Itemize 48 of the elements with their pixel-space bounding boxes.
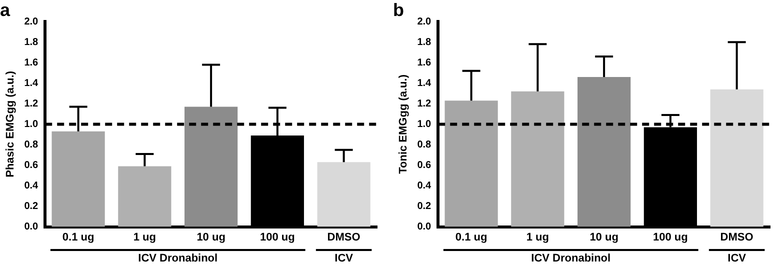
bar [511, 91, 564, 227]
y-tick-label: 1.0 [417, 118, 432, 130]
y-tick-label: 1.8 [24, 36, 39, 48]
y-tick-label: 0.6 [417, 160, 432, 171]
y-tick-label: 1.6 [24, 57, 39, 68]
x-tick-label: 10 ug [590, 231, 618, 244]
y-axis-title: Phasic EMGgg (a.u.) [4, 70, 17, 178]
y-axis-title: Tonic EMGgg (a.u.) [398, 74, 410, 174]
bar [444, 100, 498, 227]
bar [710, 89, 764, 227]
x-tick-label: 100 ug [260, 231, 295, 244]
bar [578, 77, 631, 227]
x-tick-label: 0.1 ug [62, 231, 94, 244]
text: ICV Dronabinol [138, 252, 218, 265]
y-tick-label: 1.8 [417, 36, 432, 48]
y-tick-label: 0.0 [24, 222, 39, 233]
y-tick-label: 1.4 [24, 78, 39, 89]
y-tick-label: 0.0 [417, 222, 432, 233]
x-tick-label: 0.1 ug [455, 231, 488, 244]
y-tick-label: 1.4 [417, 78, 432, 89]
x-tick-label: DMSO [327, 231, 361, 244]
text: ICV [334, 252, 354, 265]
x-tick-label: 1 ug [526, 231, 549, 244]
y-tick-label: 1.2 [24, 98, 39, 110]
y-tick-label: 0.2 [24, 201, 39, 212]
text: ICV Dronabinol [531, 252, 611, 265]
y-tick-label: 1.6 [417, 57, 432, 68]
bar [118, 166, 172, 227]
y-tick-label: 1.0 [24, 118, 39, 130]
chart-title: a [0, 0, 11, 20]
y-tick-label: 0.6 [24, 160, 39, 171]
chart-title: b [393, 0, 404, 20]
bar [317, 162, 370, 227]
bar [184, 106, 238, 227]
y-tick-label: 2.0 [417, 16, 432, 28]
y-tick-label: 0.8 [417, 139, 432, 150]
x-tick-label: DMSO [720, 231, 754, 244]
y-tick-label: 2.0 [24, 16, 39, 28]
x-tick-label: 100 ug [653, 231, 688, 244]
x-tick-label: 10 ug [196, 231, 226, 244]
y-tick-label: 1.2 [417, 98, 432, 110]
bar [52, 131, 105, 227]
y-tick-label: 0.8 [24, 139, 39, 150]
x-tick-label: 1 ug [133, 231, 156, 244]
text: ICV [728, 252, 747, 265]
y-tick-label: 0.4 [417, 180, 432, 192]
y-tick-label: 0.4 [24, 180, 39, 192]
y-tick-label: 0.2 [417, 201, 432, 212]
